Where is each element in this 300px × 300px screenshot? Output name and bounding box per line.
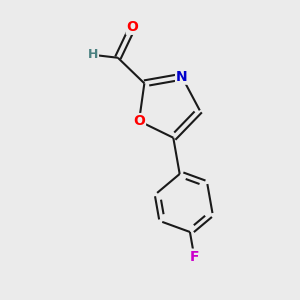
- Text: O: O: [133, 114, 145, 128]
- Text: O: O: [127, 20, 139, 34]
- Text: N: N: [176, 70, 188, 84]
- Text: H: H: [88, 48, 98, 61]
- Text: F: F: [190, 250, 199, 264]
